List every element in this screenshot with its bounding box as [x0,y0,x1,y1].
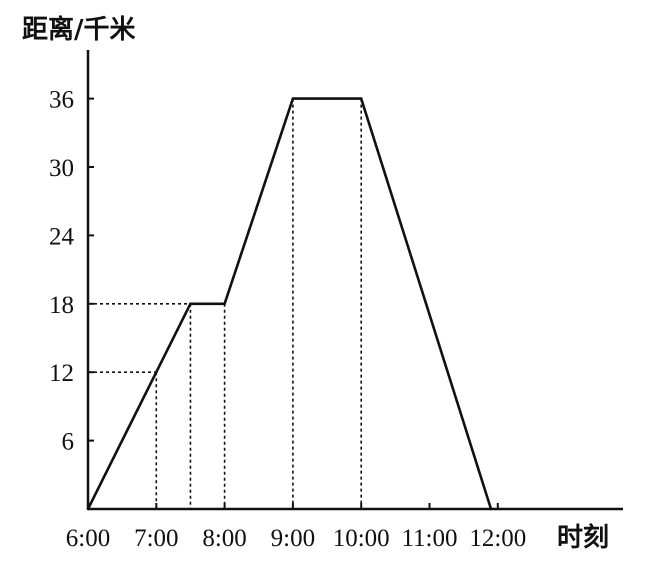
y-tick-label: 6 [62,429,75,456]
x-tick-label: 11:00 [401,525,457,552]
x-tick-label: 7:00 [134,525,178,552]
y-tick-label: 36 [49,87,74,114]
x-tick-label: 6:00 [66,525,110,552]
distance-series-line [86,97,493,510]
data-point [86,507,90,511]
y-tick-label: 24 [49,223,75,250]
data-point [359,97,363,100]
data-point [223,302,226,306]
y-tick-label: 18 [49,292,74,319]
y-tick-label: 12 [49,360,74,387]
x-tick-label: 8:00 [202,525,246,552]
data-point [291,97,295,100]
x-axis-title: 时刻 [557,522,609,553]
y-axis-title: 距离/千米 [22,14,136,45]
data-point [189,302,192,306]
x-tick-label: 9:00 [271,525,315,552]
y-tick-label: 30 [49,155,74,182]
x-tick-label: 10:00 [333,525,390,552]
data-point [489,507,493,511]
x-tick-label: 12:00 [469,525,526,552]
